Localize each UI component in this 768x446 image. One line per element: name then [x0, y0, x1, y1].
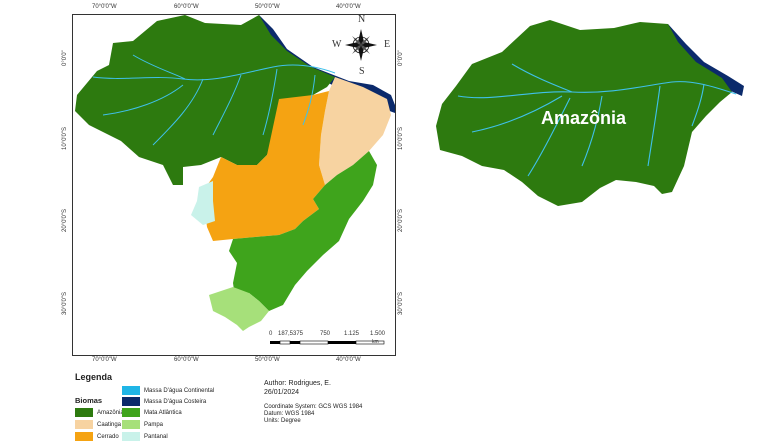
scale-label: 0: [269, 331, 273, 337]
bottom-lon-label: 60°0'0"W: [174, 357, 199, 363]
amazonia-label: Amazônia: [541, 108, 627, 128]
legend-item-massa-continental: Massa D'água Continental: [122, 386, 214, 395]
date-text: 26/01/2024: [264, 389, 300, 396]
units-text: Units: Degree: [264, 418, 301, 424]
left-lat-label: 0°0'0": [62, 50, 68, 66]
right-lat-label: 10°0'0"S: [398, 126, 404, 150]
legend-swatch: [75, 432, 93, 441]
scale-label: 375: [293, 331, 304, 337]
zoom-rivers: [457, 63, 737, 177]
bottom-lon-label: 40°0'0"W: [336, 357, 361, 363]
datum-text: Datum: WGS 1984: [264, 411, 315, 417]
brazil-biomes-map: N S W E: [72, 14, 396, 356]
scale-bar: 0 187,5 375 750 1.125 1.500 km: [266, 331, 386, 349]
coord-system-text: Coordinate System: GCS WGS 1984: [264, 404, 363, 410]
pantanal-region: [191, 181, 215, 225]
top-lon-label: 40°0'0"W: [336, 4, 361, 10]
right-lat-label: 30°0'0"S: [398, 291, 404, 315]
scale-bar-graphic: [270, 340, 385, 345]
legend-label: Caatinga: [97, 421, 122, 428]
legend-item-cerrado: Cerrado: [75, 432, 119, 441]
legend-item-amazonia: Amazônia: [75, 408, 124, 417]
legend-label: Cerrado: [97, 433, 119, 440]
legend-swatch: [122, 408, 140, 417]
legend-item-pantanal: Pantanal: [122, 432, 168, 441]
map-canvas: [75, 15, 395, 331]
top-lon-label: 50°0'0"W: [255, 4, 280, 10]
compass-s: S: [359, 66, 365, 77]
caatinga-region: [319, 77, 391, 185]
pampa-region: [209, 287, 269, 331]
legend-title: Legenda: [75, 372, 113, 382]
bottom-lon-label: 70°0'0"W: [92, 357, 117, 363]
bottom-lon-label: 50°0'0"W: [255, 357, 280, 363]
amazonia-zoom-map: [436, 20, 744, 206]
legend-label: Massa D'água Continental: [144, 387, 215, 394]
legend-subtitle: Biomas: [75, 396, 103, 405]
top-lon-label: 70°0'0"W: [92, 4, 117, 10]
legend-item-massa-costeira: Massa D'água Costeira: [122, 397, 206, 406]
zoom-amazonia-region: [436, 20, 732, 206]
left-lat-label: 20°0'0"S: [62, 208, 68, 232]
scale-label: 1.125: [344, 331, 360, 337]
top-lon-label: 60°0'0"W: [174, 4, 199, 10]
legend-label: Mata Atlântica: [144, 409, 182, 416]
mata-atlantica-region: [229, 151, 377, 311]
legend-label: Pampa: [144, 421, 164, 428]
legend-label: Amazônia: [97, 409, 124, 416]
legend-swatch: [75, 408, 93, 417]
compass-n: N: [358, 14, 366, 25]
left-lat-label: 10°0'0"S: [62, 126, 68, 150]
rivers: [92, 54, 336, 146]
legend-swatch: [122, 386, 140, 395]
legend-swatch: [75, 420, 93, 429]
compass-rose-icon: [345, 29, 377, 61]
legend-swatch: [122, 397, 140, 406]
legend-label: Pantanal: [144, 433, 168, 440]
legend-swatch: [122, 420, 140, 429]
scale-label: 750: [320, 331, 331, 337]
legend-item-pampa: Pampa: [122, 420, 163, 429]
right-lat-label: 0°0'0": [398, 50, 404, 66]
scale-unit: km: [372, 339, 379, 345]
zoom-coastal-water: [664, 24, 744, 96]
compass-w: W: [332, 39, 342, 50]
legend-item-caatinga: Caatinga: [75, 420, 121, 429]
left-lat-label: 30°0'0"S: [62, 291, 68, 315]
legend-item-mata-atlantica: Mata Atlântica: [122, 408, 182, 417]
scale-label: 1.500: [370, 331, 386, 337]
legend-label: Massa D'água Costeira: [144, 398, 207, 405]
right-lat-label: 20°0'0"S: [398, 208, 404, 232]
scale-label: 187,5: [278, 331, 294, 337]
author-text: Author: Rodrigues, E.: [264, 380, 331, 387]
legend-swatch: [122, 432, 140, 441]
cerrado-region: [203, 91, 329, 241]
compass-e: E: [384, 39, 391, 50]
